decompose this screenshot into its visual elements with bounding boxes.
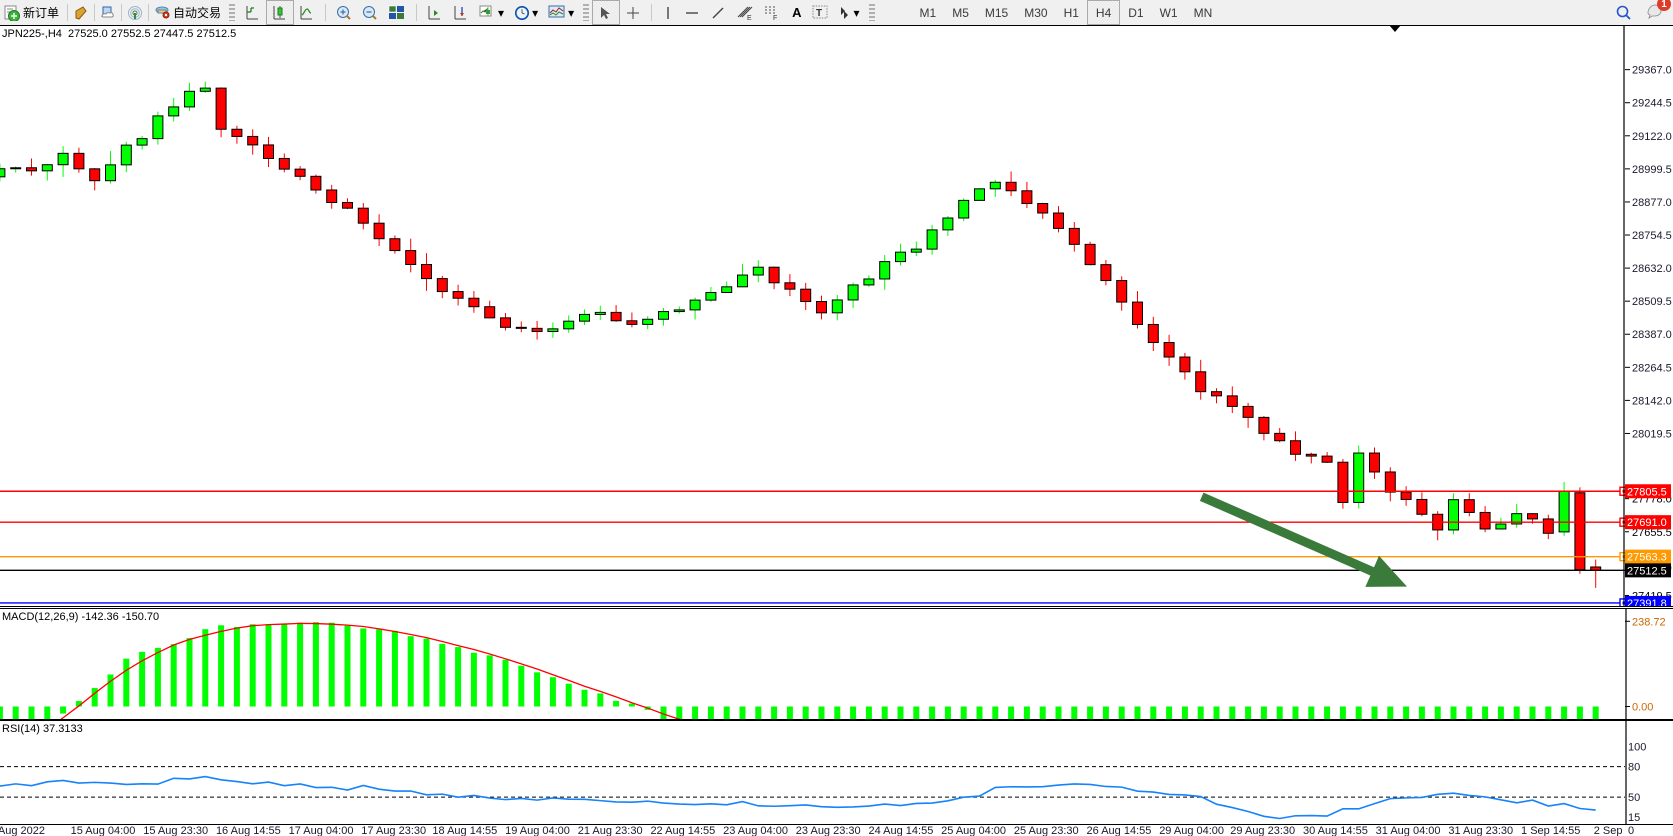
svg-text:0: 0 <box>1628 825 1634 836</box>
svg-text:28387.0: 28387.0 <box>1632 329 1672 341</box>
svg-text:27391.8: 27391.8 <box>1627 598 1667 606</box>
svg-text:T: T <box>816 8 822 19</box>
svg-text:28019.5: 28019.5 <box>1632 428 1672 440</box>
svg-text:27691.0: 27691.0 <box>1627 517 1667 529</box>
svg-text:29122.0: 29122.0 <box>1632 131 1672 143</box>
svg-text:80: 80 <box>1628 762 1640 774</box>
svg-text:27563.3: 27563.3 <box>1627 552 1667 564</box>
svg-text:28877.0: 28877.0 <box>1632 197 1672 209</box>
svg-text:28264.5: 28264.5 <box>1632 362 1672 374</box>
svg-text:100: 100 <box>1628 741 1646 753</box>
svg-text:15: 15 <box>1628 812 1640 824</box>
svg-text:E: E <box>747 15 752 21</box>
svg-text:29367.0: 29367.0 <box>1632 65 1672 77</box>
svg-text:29244.5: 29244.5 <box>1632 98 1672 110</box>
svg-text:50: 50 <box>1628 792 1640 804</box>
svg-text:27805.5: 27805.5 <box>1627 486 1667 498</box>
svg-text:28999.5: 28999.5 <box>1632 164 1672 176</box>
svg-text:28142.0: 28142.0 <box>1632 395 1672 407</box>
svg-text:F: F <box>773 15 777 21</box>
svg-text:0.00: 0.00 <box>1632 702 1653 714</box>
svg-text:28754.5: 28754.5 <box>1632 230 1672 242</box>
svg-text:28632.0: 28632.0 <box>1632 263 1672 275</box>
svg-text:27512.5: 27512.5 <box>1627 565 1667 577</box>
svg-text:28509.5: 28509.5 <box>1632 296 1672 308</box>
svg-text:238.72: 238.72 <box>1632 616 1666 628</box>
